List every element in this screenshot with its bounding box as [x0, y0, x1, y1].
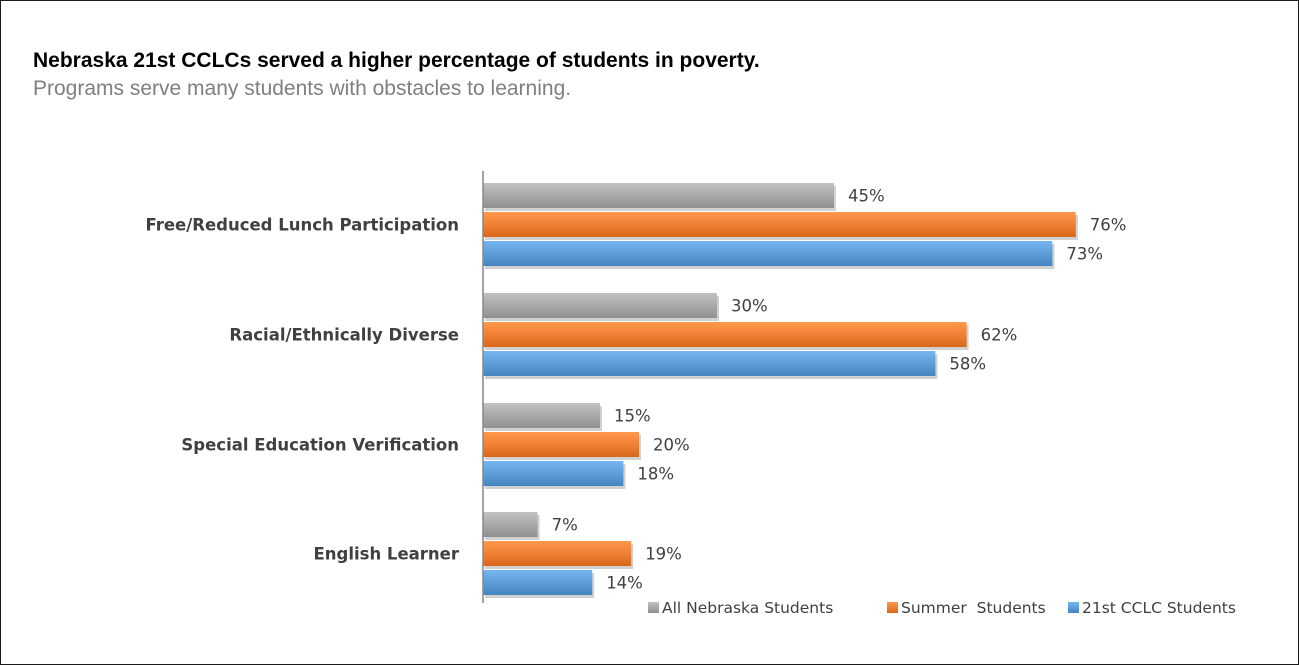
bar-summer-students-special-education-verification: [483, 432, 639, 457]
bar-summer-students-free-reduced-lunch-participation: [483, 212, 1076, 237]
legend-label: All Nebraska Students: [662, 599, 833, 617]
bar-all-nebraska-students-free-reduced-lunch-participation: [483, 183, 834, 208]
value-label: 7%: [552, 516, 578, 535]
value-label: 19%: [645, 545, 682, 564]
category-label: Racial/Ethnically Diverse: [229, 326, 459, 345]
bar-summer-students-racial-ethnically-diverse: [483, 322, 967, 347]
legend-swatch: [1068, 602, 1079, 613]
value-label: 58%: [949, 355, 986, 374]
bar-21st-cclc-students-racial-ethnically-diverse: [483, 351, 936, 376]
category-label: English Learner: [313, 545, 459, 564]
value-label: 73%: [1066, 245, 1103, 264]
value-label: 15%: [614, 407, 651, 426]
value-label: 14%: [606, 574, 643, 593]
legend-swatch: [648, 602, 659, 613]
bar-all-nebraska-students-special-education-verification: [483, 403, 600, 428]
labels-group: 45% 76% 73% Free/Reduced Lunch Participatio…: [146, 187, 1127, 593]
value-label: 76%: [1090, 216, 1127, 235]
value-label: 45%: [848, 187, 885, 206]
bar-21st-cclc-students-special-education-verification: [483, 461, 624, 486]
legend-swatch: [887, 602, 898, 613]
category-label: Special Education Verification: [181, 436, 459, 455]
chart-subtitle: Programs serve many students with obstac…: [33, 77, 572, 100]
value-label: 18%: [637, 465, 674, 484]
bar-21st-cclc-students-free-reduced-lunch-participation: [483, 241, 1053, 266]
value-label: 30%: [731, 297, 768, 316]
legend-label: Summer Students: [901, 599, 1046, 617]
value-label: 20%: [653, 436, 690, 455]
legend: All Nebraska Students Summer Students 21st…: [648, 599, 1236, 617]
value-label: 62%: [981, 326, 1018, 345]
bars-group: [483, 183, 1078, 598]
bar-all-nebraska-students-racial-ethnically-diverse: [483, 293, 717, 318]
legend-label: 21st CCLC Students: [1082, 599, 1236, 617]
chart-title: Nebraska 21st CCLCs served a higher perc…: [33, 49, 760, 72]
bar-summer-students-english-learner: [483, 541, 632, 566]
category-label: Free/Reduced Lunch Participation: [146, 216, 460, 235]
bar-21st-cclc-students-english-learner: [483, 570, 593, 595]
bar-all-nebraska-students-english-learner: [483, 512, 538, 537]
